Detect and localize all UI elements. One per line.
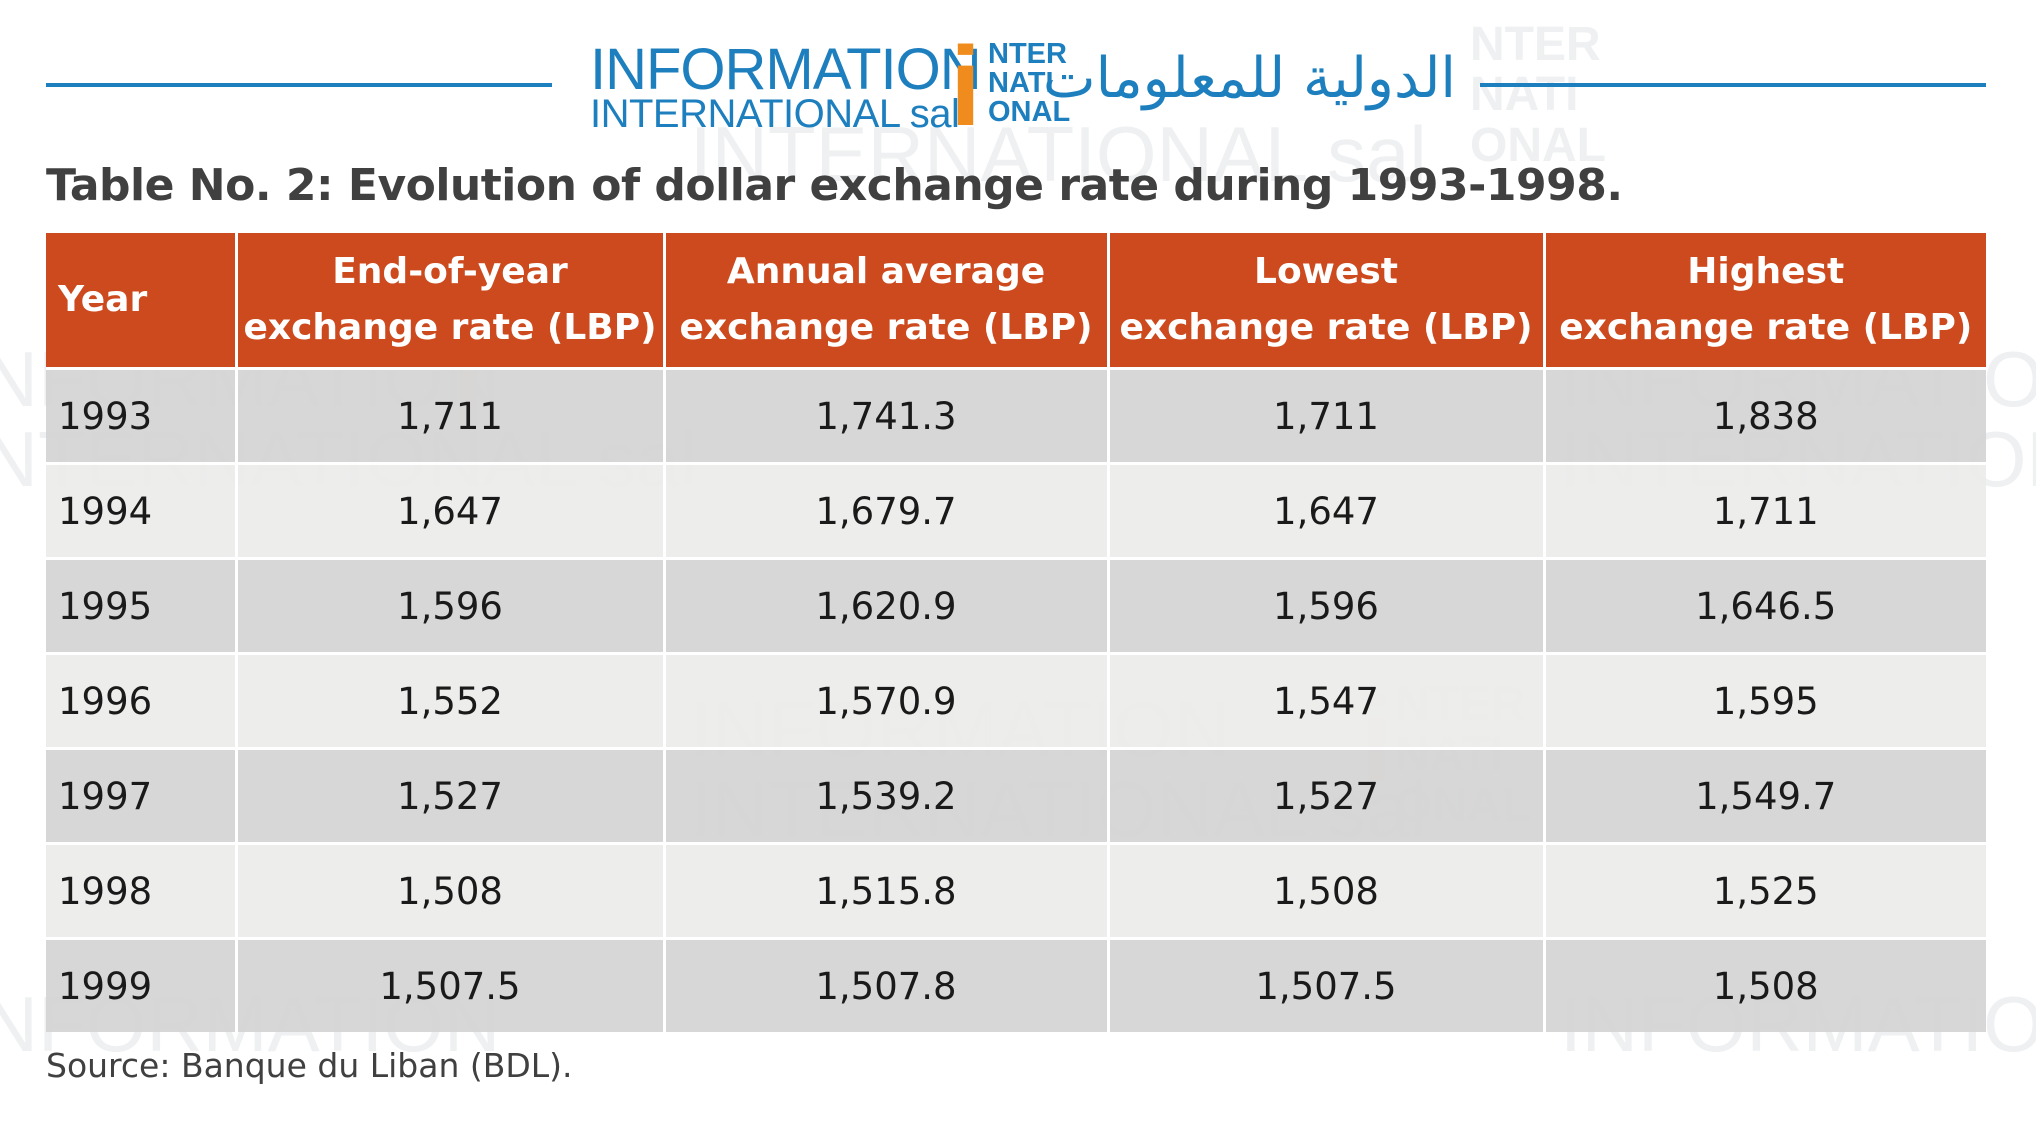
cell-annual-average: 1,507.8 [664, 939, 1108, 1033]
cell-highest: 1,549.7 [1544, 749, 1986, 844]
exchange-rate-table: Year End-of-year exchange rate (LBP) Annu… [46, 233, 1986, 1032]
cell-highest: 1,646.5 [1544, 559, 1986, 654]
table-row: 1999 1,507.5 1,507.8 1,507.5 1,508 [46, 939, 1986, 1033]
column-header-end-of-year: End-of-year exchange rate (LBP) [236, 233, 664, 369]
cell-highest: 1,508 [1544, 939, 1986, 1033]
cell-highest: 1,838 [1544, 369, 1986, 464]
cell-lowest: 1,547 [1108, 654, 1544, 749]
cell-year: 1999 [46, 939, 236, 1033]
cell-annual-average: 1,620.9 [664, 559, 1108, 654]
cell-end-of-year: 1,527 [236, 749, 664, 844]
cell-annual-average: 1,570.9 [664, 654, 1108, 749]
cell-annual-average: 1,741.3 [664, 369, 1108, 464]
table-row: 1998 1,508 1,515.8 1,508 1,525 [46, 844, 1986, 939]
cell-highest: 1,525 [1544, 844, 1986, 939]
cell-lowest: 1,527 [1108, 749, 1544, 844]
cell-annual-average: 1,679.7 [664, 464, 1108, 559]
cell-lowest: 1,507.5 [1108, 939, 1544, 1033]
column-header-annual-average: Annual average exchange rate (LBP) [664, 233, 1108, 369]
cell-year: 1997 [46, 749, 236, 844]
cell-year: 1993 [46, 369, 236, 464]
logo-arabic-wordmark: الدولية للمعلومات [1086, 34, 1456, 134]
cell-end-of-year: 1,647 [236, 464, 664, 559]
brand-logo: INFORMATION INTERNATIONAL sal i NTER NAT… [590, 34, 1450, 134]
cell-annual-average: 1,515.8 [664, 844, 1108, 939]
cell-year: 1994 [46, 464, 236, 559]
table-row: 1993 1,711 1,741.3 1,711 1,838 [46, 369, 1986, 464]
table-row: 1996 1,552 1,570.9 1,547 1,595 [46, 654, 1986, 749]
cell-year: 1995 [46, 559, 236, 654]
column-header-year: Year [46, 233, 236, 369]
cell-end-of-year: 1,552 [236, 654, 664, 749]
logo-i-mark: i [950, 34, 981, 140]
cell-year: 1996 [46, 654, 236, 749]
header-rule-right [1480, 83, 1986, 87]
cell-highest: 1,595 [1544, 654, 1986, 749]
table-row: 1995 1,596 1,620.9 1,596 1,646.5 [46, 559, 1986, 654]
table-row: 1997 1,527 1,539.2 1,527 1,549.7 [46, 749, 1986, 844]
header-rule-left [46, 83, 552, 87]
cell-lowest: 1,647 [1108, 464, 1544, 559]
table-title: Table No. 2: Evolution of dollar exchang… [46, 160, 1623, 211]
cell-lowest: 1,596 [1108, 559, 1544, 654]
column-header-lowest: Lowest exchange rate (LBP) [1108, 233, 1544, 369]
cell-end-of-year: 1,507.5 [236, 939, 664, 1033]
cell-end-of-year: 1,596 [236, 559, 664, 654]
column-header-highest: Highest exchange rate (LBP) [1544, 233, 1986, 369]
table-row: 1994 1,647 1,679.7 1,647 1,711 [46, 464, 1986, 559]
table-header-row: Year End-of-year exchange rate (LBP) Annu… [46, 233, 1986, 369]
cell-lowest: 1,711 [1108, 369, 1544, 464]
cell-year: 1998 [46, 844, 236, 939]
logo-wordmark-line2: INTERNATIONAL sal [590, 92, 959, 137]
cell-lowest: 1,508 [1108, 844, 1544, 939]
cell-end-of-year: 1,508 [236, 844, 664, 939]
cell-end-of-year: 1,711 [236, 369, 664, 464]
cell-highest: 1,711 [1544, 464, 1986, 559]
cell-annual-average: 1,539.2 [664, 749, 1108, 844]
source-note: Source: Banque du Liban (BDL). [46, 1046, 573, 1085]
